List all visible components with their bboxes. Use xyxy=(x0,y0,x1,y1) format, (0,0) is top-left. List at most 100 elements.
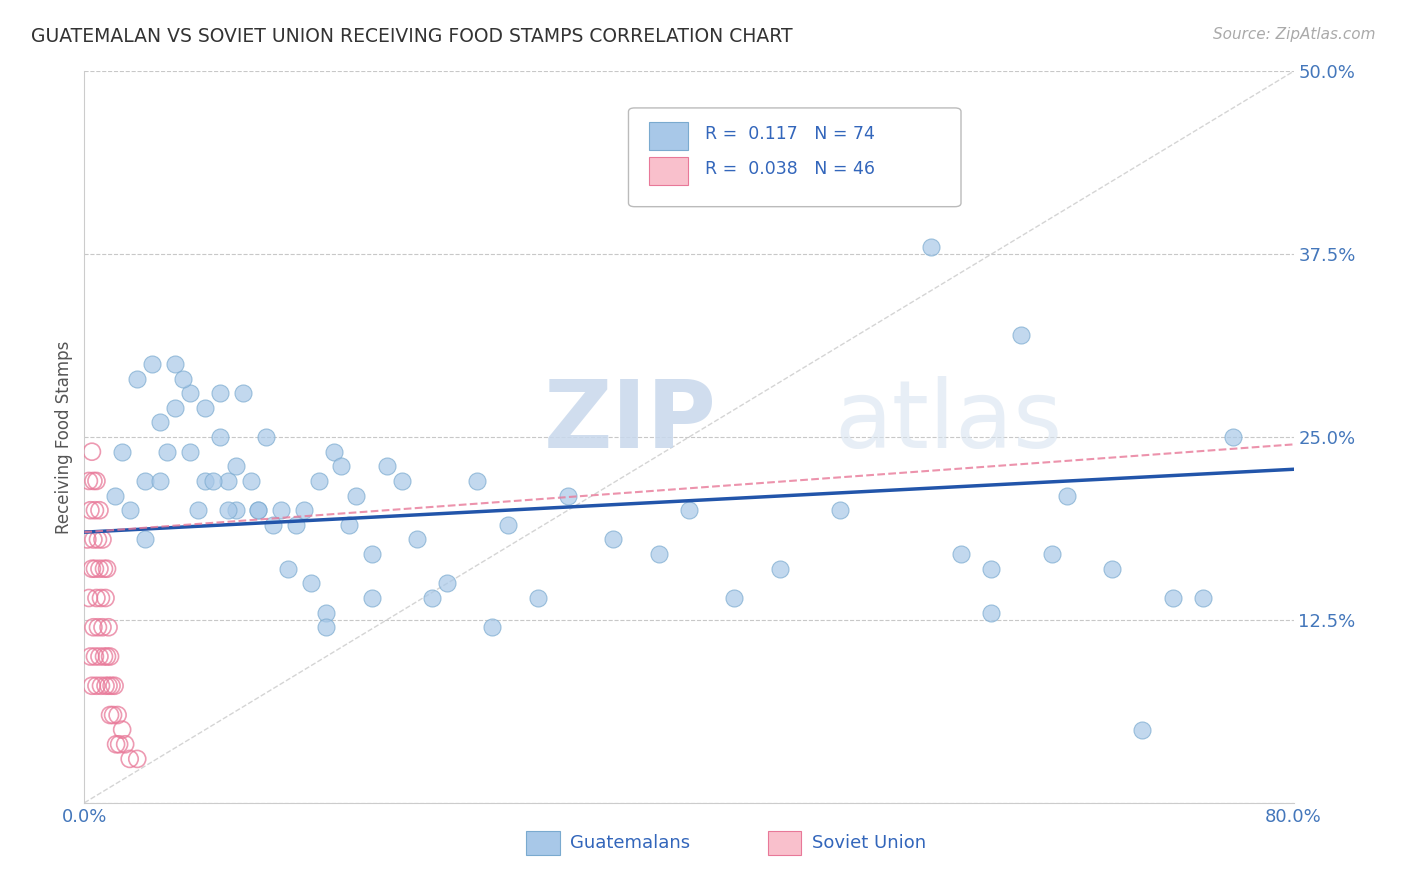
Point xyxy=(262,517,284,532)
Point xyxy=(315,620,337,634)
Point xyxy=(101,708,124,723)
Point xyxy=(648,547,671,561)
Point xyxy=(76,533,98,547)
Point xyxy=(165,357,187,371)
FancyBboxPatch shape xyxy=(768,830,801,855)
Point xyxy=(299,576,322,591)
Point xyxy=(84,503,107,517)
Point xyxy=(322,444,344,458)
Point xyxy=(80,679,103,693)
Point xyxy=(111,723,134,737)
Point xyxy=(1130,723,1153,737)
Point xyxy=(247,503,270,517)
Point xyxy=(90,679,112,693)
Point xyxy=(247,503,270,517)
Point xyxy=(97,679,120,693)
Point xyxy=(337,517,360,532)
Point xyxy=(1222,430,1244,444)
Point xyxy=(375,459,398,474)
Point xyxy=(86,474,108,488)
Point xyxy=(481,620,503,634)
Point xyxy=(118,752,141,766)
Point xyxy=(360,591,382,605)
Point xyxy=(1192,591,1215,605)
Point xyxy=(104,489,127,503)
Point xyxy=(93,649,115,664)
Point xyxy=(920,240,942,254)
Point xyxy=(315,606,337,620)
Y-axis label: Receiving Food Stamps: Receiving Food Stamps xyxy=(55,341,73,533)
Point xyxy=(108,737,131,751)
Point xyxy=(769,562,792,576)
Point xyxy=(98,649,121,664)
Point xyxy=(225,459,247,474)
Point xyxy=(104,679,127,693)
Point xyxy=(179,386,201,401)
Point xyxy=(87,533,110,547)
Point xyxy=(436,576,458,591)
Point xyxy=(77,591,100,605)
Point xyxy=(254,430,277,444)
Point xyxy=(77,474,100,488)
Text: ZIP: ZIP xyxy=(544,376,717,468)
Point xyxy=(114,737,136,751)
Point xyxy=(225,503,247,517)
Point xyxy=(172,371,194,385)
Point xyxy=(270,503,292,517)
Point xyxy=(217,503,239,517)
Point xyxy=(156,444,179,458)
Point xyxy=(100,679,122,693)
Text: atlas: atlas xyxy=(834,376,1063,468)
Point xyxy=(232,386,254,401)
Point xyxy=(678,503,700,517)
Point xyxy=(346,489,368,503)
Point xyxy=(1056,489,1078,503)
Point xyxy=(93,562,115,576)
Point xyxy=(950,547,973,561)
Point xyxy=(82,620,104,634)
Point xyxy=(179,444,201,458)
Point xyxy=(134,474,156,488)
Point xyxy=(292,503,315,517)
Point xyxy=(875,152,897,166)
Point xyxy=(127,752,149,766)
FancyBboxPatch shape xyxy=(650,157,688,185)
Point xyxy=(91,533,114,547)
Point xyxy=(91,620,114,634)
Point xyxy=(149,416,172,430)
FancyBboxPatch shape xyxy=(526,830,560,855)
Point xyxy=(980,562,1002,576)
Point xyxy=(96,562,118,576)
Point xyxy=(201,474,224,488)
Point xyxy=(285,517,308,532)
Point xyxy=(149,474,172,488)
Point xyxy=(308,474,330,488)
Point xyxy=(90,591,112,605)
Point xyxy=(980,606,1002,620)
FancyBboxPatch shape xyxy=(628,108,962,207)
Point xyxy=(360,547,382,561)
Point xyxy=(1011,327,1033,342)
Text: R =  0.038   N = 46: R = 0.038 N = 46 xyxy=(704,160,875,178)
Point xyxy=(1040,547,1063,561)
Point xyxy=(107,708,129,723)
FancyBboxPatch shape xyxy=(650,122,688,150)
Point xyxy=(79,503,101,517)
Point xyxy=(391,474,413,488)
Text: R =  0.117   N = 74: R = 0.117 N = 74 xyxy=(704,125,875,143)
Point xyxy=(527,591,550,605)
Point xyxy=(165,401,187,415)
Point xyxy=(80,444,103,458)
Point xyxy=(82,533,104,547)
Point xyxy=(87,620,110,634)
Point xyxy=(84,562,107,576)
Point xyxy=(830,503,852,517)
Text: Source: ZipAtlas.com: Source: ZipAtlas.com xyxy=(1212,27,1375,42)
Point xyxy=(94,679,117,693)
Point xyxy=(209,386,232,401)
Point xyxy=(86,679,108,693)
Point xyxy=(134,533,156,547)
Point xyxy=(105,737,128,751)
Text: Soviet Union: Soviet Union xyxy=(813,834,927,852)
Point xyxy=(89,649,111,664)
